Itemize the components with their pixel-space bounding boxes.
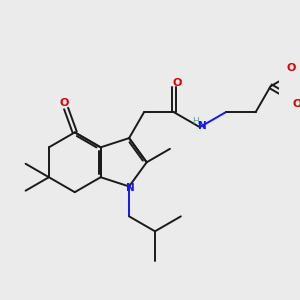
Text: H: H: [192, 117, 199, 126]
Text: O: O: [292, 99, 300, 110]
Text: N: N: [198, 121, 206, 131]
Text: O: O: [59, 98, 69, 108]
Text: O: O: [172, 77, 182, 88]
Text: N: N: [126, 182, 134, 193]
Text: O: O: [287, 63, 296, 73]
